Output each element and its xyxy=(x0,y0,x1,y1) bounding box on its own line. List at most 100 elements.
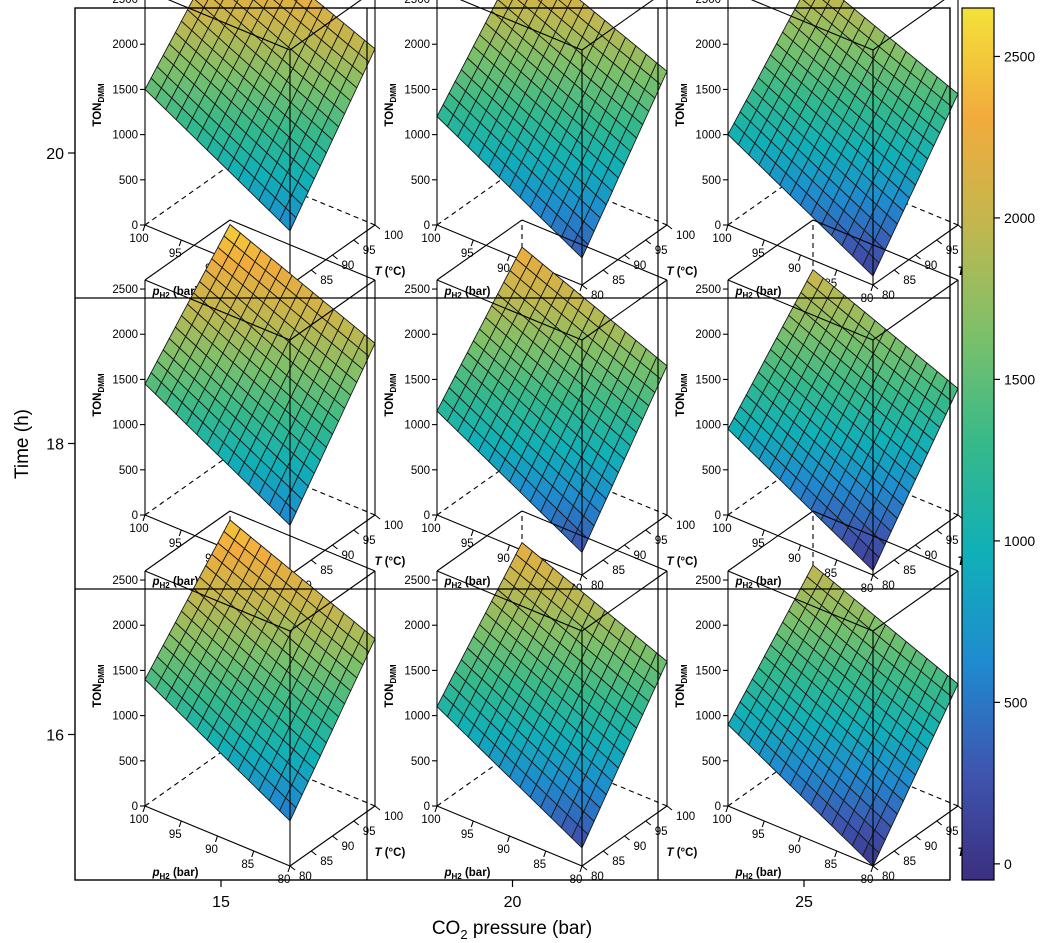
pH2-tick-mark xyxy=(251,850,255,858)
box-edge xyxy=(581,570,668,632)
T-tick-label: 100 xyxy=(384,520,403,532)
x-tick-label: 15 xyxy=(212,894,230,911)
z-tick-label: 2500 xyxy=(695,0,721,6)
z-tick-label: 500 xyxy=(702,465,721,477)
surface-panel: 05001000150020002500TONDMM10095908580pH2… xyxy=(384,0,697,305)
z-tick-label: 2000 xyxy=(404,329,430,341)
T-tick-label: 95 xyxy=(655,535,668,547)
surface-panel: 05001000150020002500TONDMM10095908580pH2… xyxy=(92,510,406,886)
T-tick-mark xyxy=(310,850,317,856)
pH2-tick-label: 85 xyxy=(533,859,546,871)
z-axis-label: TONDMM xyxy=(92,83,106,127)
z-tick-label: 2500 xyxy=(112,284,138,296)
colorbar-tick-label: 500 xyxy=(1004,694,1028,710)
pH2-tick-label: 100 xyxy=(129,523,148,535)
T-tick-label: 95 xyxy=(363,826,376,838)
box-edge xyxy=(229,219,376,281)
T-axis-label: T (°C) xyxy=(375,847,406,859)
T-tick-mark xyxy=(645,529,652,535)
box-edge xyxy=(436,510,523,572)
T-tick-mark xyxy=(893,269,900,275)
T-tick-label: 80 xyxy=(591,290,604,302)
z-tick-label: 500 xyxy=(119,756,138,768)
T-tick-mark xyxy=(915,835,921,841)
box-edge xyxy=(581,279,668,341)
pH2-axis-label: pH2 (bar) xyxy=(734,286,781,300)
T-tick-label: 95 xyxy=(363,245,376,257)
pH2-tick-mark xyxy=(178,529,182,537)
z-tick-label: 0 xyxy=(424,220,430,232)
box-edge xyxy=(872,0,945,51)
z-tick-label: 2000 xyxy=(404,39,430,51)
T-tick-label: 80 xyxy=(299,871,312,883)
T-tick-label: 95 xyxy=(655,826,668,838)
T-tick-mark xyxy=(645,820,652,826)
z-tick-label: 2000 xyxy=(695,620,721,632)
pH2-tick-mark xyxy=(797,254,802,262)
pH2-axis-label: pH2 (bar) xyxy=(151,576,198,590)
z-tick-label: 1000 xyxy=(112,711,138,723)
pH2-tick-label: 100 xyxy=(712,814,731,826)
z-axis-label: TONDMM xyxy=(675,373,689,417)
T-tick-label: 100 xyxy=(676,520,695,532)
pH2-tick-label: 85 xyxy=(824,859,837,871)
pH2-tick-label: 90 xyxy=(205,844,218,856)
T-tick-mark xyxy=(353,820,360,826)
y-tick-label: 18 xyxy=(46,437,64,454)
box-edge xyxy=(521,510,668,572)
z-tick-label: 2000 xyxy=(112,620,138,632)
surface-panel: 05001000150020002500TONDMM10095908580pH2… xyxy=(384,219,697,595)
T-tick-label: 80 xyxy=(882,290,895,302)
T-tick-label: 95 xyxy=(946,535,959,547)
pH2-tick-label: 80 xyxy=(861,293,874,305)
T-tick-mark xyxy=(936,529,943,535)
T-tick-mark xyxy=(936,820,943,826)
pH2-tick-label: 100 xyxy=(129,814,148,826)
T-tick-mark xyxy=(666,514,673,520)
x-axis-label: CO2 pressure (bar) xyxy=(432,918,592,942)
T-tick-label: 80 xyxy=(591,871,604,883)
pH2-axis-label: pH2 (bar) xyxy=(151,867,198,881)
box-edge xyxy=(144,510,231,572)
T-tick-mark xyxy=(624,835,630,841)
T-tick-label: 85 xyxy=(320,856,333,868)
colorbar-tick-label: 1000 xyxy=(1004,533,1035,549)
T-tick-label: 85 xyxy=(320,565,333,577)
pH2-tick-mark xyxy=(870,865,874,873)
box-edge xyxy=(144,279,291,341)
pH2-tick-label: 95 xyxy=(169,538,182,550)
pH2-tick-mark xyxy=(579,574,583,582)
z-tick-label: 2500 xyxy=(112,575,138,587)
pH2-tick-mark xyxy=(797,835,802,843)
pH2-tick-mark xyxy=(214,835,219,843)
z-tick-label: 0 xyxy=(132,220,138,232)
z-tick-label: 500 xyxy=(702,756,721,768)
box-edge xyxy=(459,0,583,51)
pH2-tick-mark xyxy=(434,514,438,522)
T-tick-label: 85 xyxy=(903,565,916,577)
box-edge xyxy=(727,510,814,572)
T-tick-mark xyxy=(581,574,588,580)
z-tick-label: 1500 xyxy=(695,374,721,386)
colorbar-tick-label: 2000 xyxy=(1004,210,1035,226)
T-tick-label: 80 xyxy=(882,871,895,883)
panel-grid: 05001000150020002500TONDMM10095908580pH2… xyxy=(92,0,988,886)
z-tick-label: 500 xyxy=(411,175,430,187)
box-edge xyxy=(872,279,959,341)
z-tick-label: 0 xyxy=(424,801,430,813)
box-edge xyxy=(229,510,376,572)
T-tick-mark xyxy=(310,269,317,275)
T-axis-label: T (°C) xyxy=(667,266,698,278)
T-tick-mark xyxy=(374,224,381,230)
pH2-tick-label: 90 xyxy=(788,553,801,565)
y-axis-label: Time (h) xyxy=(12,409,33,479)
colorbar-tick-label: 2500 xyxy=(1004,48,1035,64)
z-tick-label: 500 xyxy=(119,465,138,477)
pH2-tick-label: 95 xyxy=(169,829,182,841)
pH2-tick-mark xyxy=(870,574,874,582)
box-edge xyxy=(521,219,668,281)
pH2-tick-mark xyxy=(434,224,438,232)
z-tick-label: 1500 xyxy=(404,84,430,96)
pH2-tick-mark xyxy=(287,865,291,873)
T-axis-label: T (°C) xyxy=(375,266,406,278)
